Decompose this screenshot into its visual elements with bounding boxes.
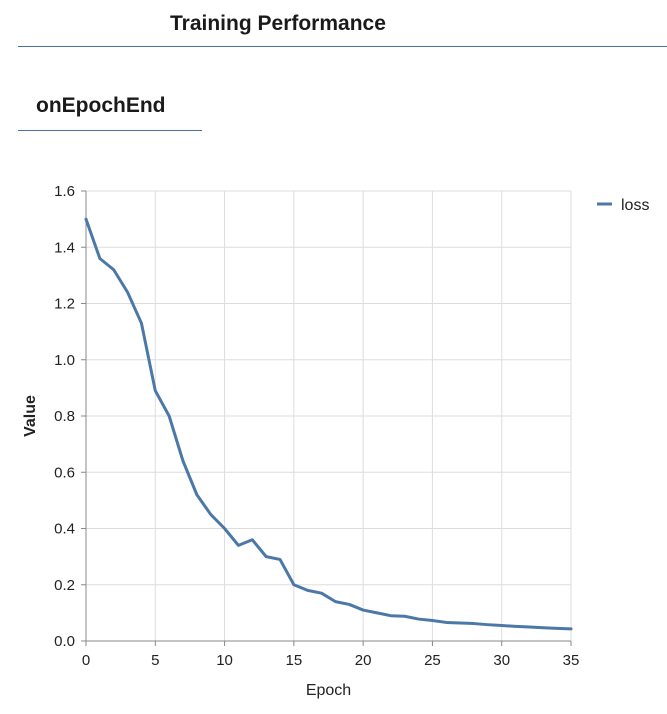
chart-series [84, 217, 573, 631]
x-tick-label: 0 [82, 652, 90, 669]
y-tick-label: 1.2 [54, 296, 75, 313]
chart-legend[interactable]: loss [597, 197, 649, 214]
x-tick-label: 25 [424, 652, 441, 669]
series-line-loss [84, 217, 573, 631]
x-tick-label: 10 [216, 652, 233, 669]
y-tick-label: 0.0 [54, 633, 75, 650]
x-axis-title: Epoch [306, 682, 351, 699]
visor-header: Training Performance [18, 0, 667, 47]
y-tick-label: 1.0 [54, 352, 75, 369]
x-tick-label: 20 [355, 652, 372, 669]
tab-title[interactable]: onEpochEnd [36, 94, 166, 117]
chart-grid [85, 190, 572, 642]
tab-underline [18, 130, 202, 131]
y-tick-label: 0.2 [54, 577, 75, 594]
y-tick-label: 0.8 [54, 408, 75, 425]
x-tick-label: 30 [493, 652, 510, 669]
x-tick-label: 15 [286, 652, 303, 669]
y-tick-label: 0.6 [54, 464, 75, 481]
y-tick-label: 1.4 [54, 239, 75, 256]
x-tick-label: 5 [151, 652, 159, 669]
y-axis-title: Value [22, 395, 39, 437]
y-tick-label: 0.4 [54, 521, 75, 538]
chart-axes: 0 5 10 15 20 25 30 35 0.0 0.2 0.4 0.6 0.8 1.0 1.2 1.4 1.… [22, 183, 579, 699]
x-tick-label: 35 [563, 652, 580, 669]
legend-label: loss [621, 197, 649, 214]
visor-title: Training Performance [170, 12, 386, 35]
y-tick-label: 1.6 [54, 183, 75, 200]
